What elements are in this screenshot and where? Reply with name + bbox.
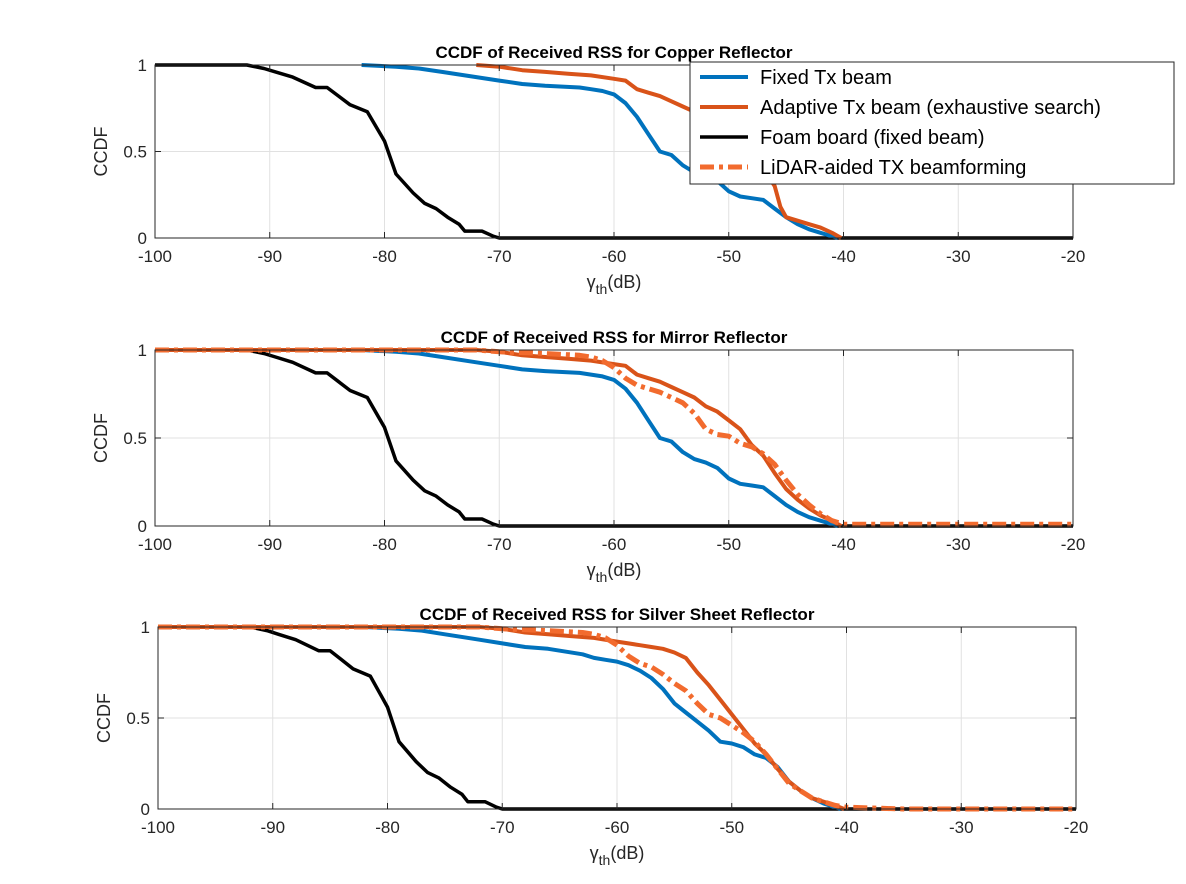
legend-label-adaptive: Adaptive Tx beam (exhaustive search) <box>760 97 1101 119</box>
chart-title: CCDF of Received RSS for Copper Reflecto… <box>435 43 792 62</box>
foam-board-series <box>155 348 1073 528</box>
x-axis-label-symbol: γ <box>587 272 596 292</box>
y-axis-label: CCDF <box>91 413 111 463</box>
x-tick-label: -60 <box>602 535 627 554</box>
x-tick-label: -100 <box>141 818 175 837</box>
subplot-2: -100 -90 -80 -70 -60 -50 -40 -30 -20 0 0.5 1 CCDF of… <box>91 328 1085 585</box>
foam-board-series <box>158 625 1076 811</box>
lidar-aided-series <box>155 347 1073 527</box>
chart-title: CCDF of Received RSS for Mirror Reflecto… <box>441 328 788 347</box>
y-tick-label: 1 <box>141 618 150 637</box>
x-tick-label: -100 <box>138 535 172 554</box>
x-axis-label-subscript: th <box>599 852 611 868</box>
y-axis-label: CCDF <box>94 693 114 743</box>
y-tick-label: 0.5 <box>123 143 147 162</box>
x-tick-label: -70 <box>487 247 512 266</box>
x-tick-label: -80 <box>372 535 397 554</box>
series-group <box>155 347 1073 528</box>
x-tick-label: -90 <box>257 247 282 266</box>
y-tick-label: 0.5 <box>126 709 150 728</box>
chart-title: CCDF of Received RSS for Silver Sheet Re… <box>420 605 815 624</box>
x-axis-label-symbol: γ <box>587 560 596 580</box>
legend-label-fixed: Fixed Tx beam <box>760 67 892 89</box>
x-tick-label: -80 <box>375 818 400 837</box>
x-tick-label: -70 <box>490 818 515 837</box>
subplot-3: -100 -90 -80 -70 -60 -50 -40 -30 -20 0 0.5 1 CCDF of… <box>94 605 1088 868</box>
x-tick-label: -40 <box>831 535 856 554</box>
y-tick-label: 0 <box>141 800 150 819</box>
x-axis-label-unit: (dB) <box>607 560 641 580</box>
y-tick-label: 0 <box>138 517 147 536</box>
x-axis-label-unit: (dB) <box>610 843 644 863</box>
adaptive-tx-series <box>155 348 843 528</box>
fixed-tx-series <box>155 348 839 528</box>
y-tick-label: 0 <box>138 229 147 248</box>
x-axis-label-symbol: γ <box>590 843 599 863</box>
x-tick-label: -40 <box>831 247 856 266</box>
y-tick-label: 0.5 <box>123 429 147 448</box>
x-tick-label: -20 <box>1064 818 1089 837</box>
x-tick-label: -30 <box>949 818 974 837</box>
y-tick-label: 1 <box>138 56 147 75</box>
y-axis-label: CCDF <box>91 127 111 177</box>
foam-board-series <box>155 63 1073 240</box>
x-axis-label-unit: (dB) <box>607 272 641 292</box>
x-tick-label: -50 <box>716 247 741 266</box>
x-axis-label: γth(dB) <box>587 272 642 297</box>
legend-label-lidar: LiDAR-aided TX beamforming <box>760 157 1026 179</box>
x-tick-label: -90 <box>257 535 282 554</box>
lidar-aided-series <box>158 624 1076 812</box>
x-tick-label: -30 <box>946 247 971 266</box>
x-axis-label: γth(dB) <box>587 560 642 585</box>
x-tick-label: -50 <box>716 535 741 554</box>
x-tick-label: -80 <box>372 247 397 266</box>
x-tick-label: -20 <box>1061 535 1086 554</box>
x-tick-label: -60 <box>605 818 630 837</box>
y-tick-label: 1 <box>138 341 147 360</box>
x-tick-label: -70 <box>487 535 512 554</box>
x-tick-label: -40 <box>834 818 859 837</box>
x-tick-label: -100 <box>138 247 172 266</box>
x-axis-label: γth(dB) <box>590 843 645 868</box>
x-tick-label: -90 <box>260 818 285 837</box>
subplot-1: -100 -90 -80 -70 -60 -50 -40 -30 -20 0 0.5 1 CCDF of… <box>91 43 1175 297</box>
x-tick-label: -60 <box>602 247 627 266</box>
legend-box <box>689 61 1175 185</box>
x-tick-label: -30 <box>946 535 971 554</box>
x-tick-label: -20 <box>1061 247 1086 266</box>
legend: Fixed Tx beam Adaptive Tx beam (exhaustiv… <box>689 61 1175 185</box>
x-tick-label: -50 <box>719 818 744 837</box>
x-axis-label-subscript: th <box>596 281 608 297</box>
legend-label-foam: Foam board (fixed beam) <box>760 127 985 149</box>
series-group <box>158 624 1076 812</box>
x-axis-label-subscript: th <box>596 569 608 585</box>
